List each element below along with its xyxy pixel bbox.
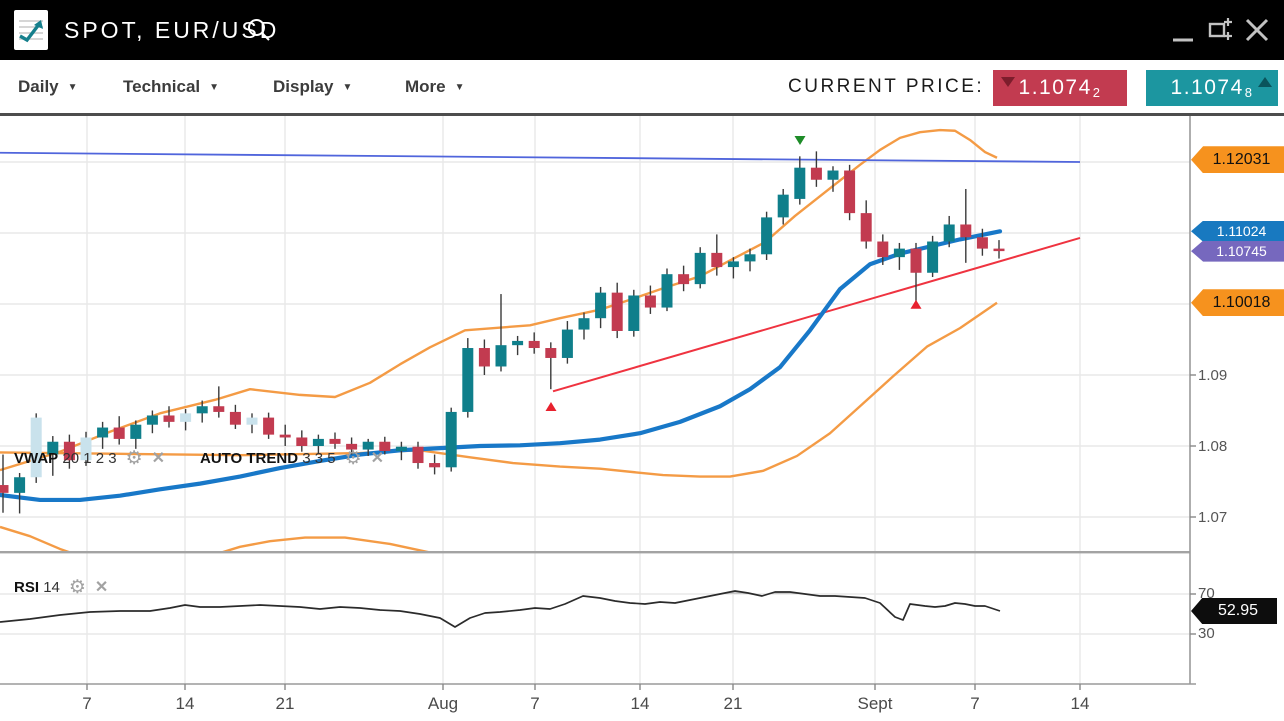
chart-app-logo-icon [14,10,48,50]
x-axis-label: 14 [175,694,195,713]
more-menu[interactable]: More ▼ [405,60,465,113]
price-tag: 1.10745 [1191,240,1284,262]
x-axis-label: 21 [723,694,743,713]
x-axis-label: 7 [82,694,92,713]
close-icon[interactable]: ✕ [370,450,385,467]
chart-canvas[interactable] [0,116,1284,721]
title-bar: SPOT, EUR/USD [0,0,1284,60]
y-axis-label: 1.09 [1198,367,1228,384]
auto-trend-indicator-label: AUTO TREND 3 3 5 ⚙ ✕ [200,448,385,469]
x-axis-label: 7 [970,694,980,713]
toolbar: Daily ▼ Technical ▼ Display ▼ More ▼ [0,60,1284,161]
price-tag: 1.12031 [1191,146,1284,174]
y-axis-label: 1.08 [1198,438,1228,455]
rsi-indicator-label: RSI 14 ⚙ ✕ [14,577,109,598]
x-axis-label: Sept [857,694,893,713]
timeframe-menu[interactable]: Daily ▼ [18,60,78,113]
bid-price-badge[interactable]: 1.10742 [993,70,1127,106]
rsi-level-label: 70 [1198,585,1215,602]
window-title: SPOT, EUR/USD [64,17,280,43]
chevron-down-icon: ▼ [67,82,78,93]
rsi-level-label: 30 [1198,625,1215,642]
x-axis-label: 7 [530,694,540,713]
gear-icon[interactable]: ⚙ [68,577,86,598]
x-axis-label: 14 [630,694,650,713]
close-button[interactable] [1242,14,1272,46]
close-icon[interactable]: ✕ [151,450,166,467]
restore-window-button[interactable] [1206,14,1236,46]
current-price-label: CURRENT PRICE: [788,76,985,97]
price-tag: 1.11024 [1191,220,1284,242]
x-axis-label: Aug [427,694,459,713]
price-tag: 1.10018 [1191,289,1284,317]
search-icon[interactable] [246,17,272,43]
ask-price-badge[interactable]: 1.10748 [1146,70,1278,106]
rsi-value-tag: 52.95 [1191,598,1277,625]
minimize-button[interactable] [1168,14,1198,46]
gear-icon[interactable]: ⚙ [344,448,362,469]
chevron-down-icon: ▼ [342,82,353,93]
y-axis-label: 1.07 [1198,509,1228,526]
chevron-down-icon: ▼ [209,82,220,93]
arrow-up-icon [1258,77,1272,87]
vwap-indicator-label: VWAP 20 1 2 3 ⚙ ✕ [14,448,166,469]
x-axis-label: 21 [275,694,295,713]
chevron-down-icon: ▼ [454,82,465,93]
technical-menu[interactable]: Technical ▼ [123,60,219,113]
gear-icon[interactable]: ⚙ [125,448,143,469]
arrow-down-icon [1001,77,1015,87]
chart-area: VWAP 20 1 2 3 ⚙ ✕ AUTO TREND 3 3 5 ⚙ ✕ R… [0,116,1284,721]
display-menu[interactable]: Display ▼ [273,60,352,113]
close-icon[interactable]: ✕ [94,579,109,596]
x-axis-label: 14 [1070,694,1090,713]
